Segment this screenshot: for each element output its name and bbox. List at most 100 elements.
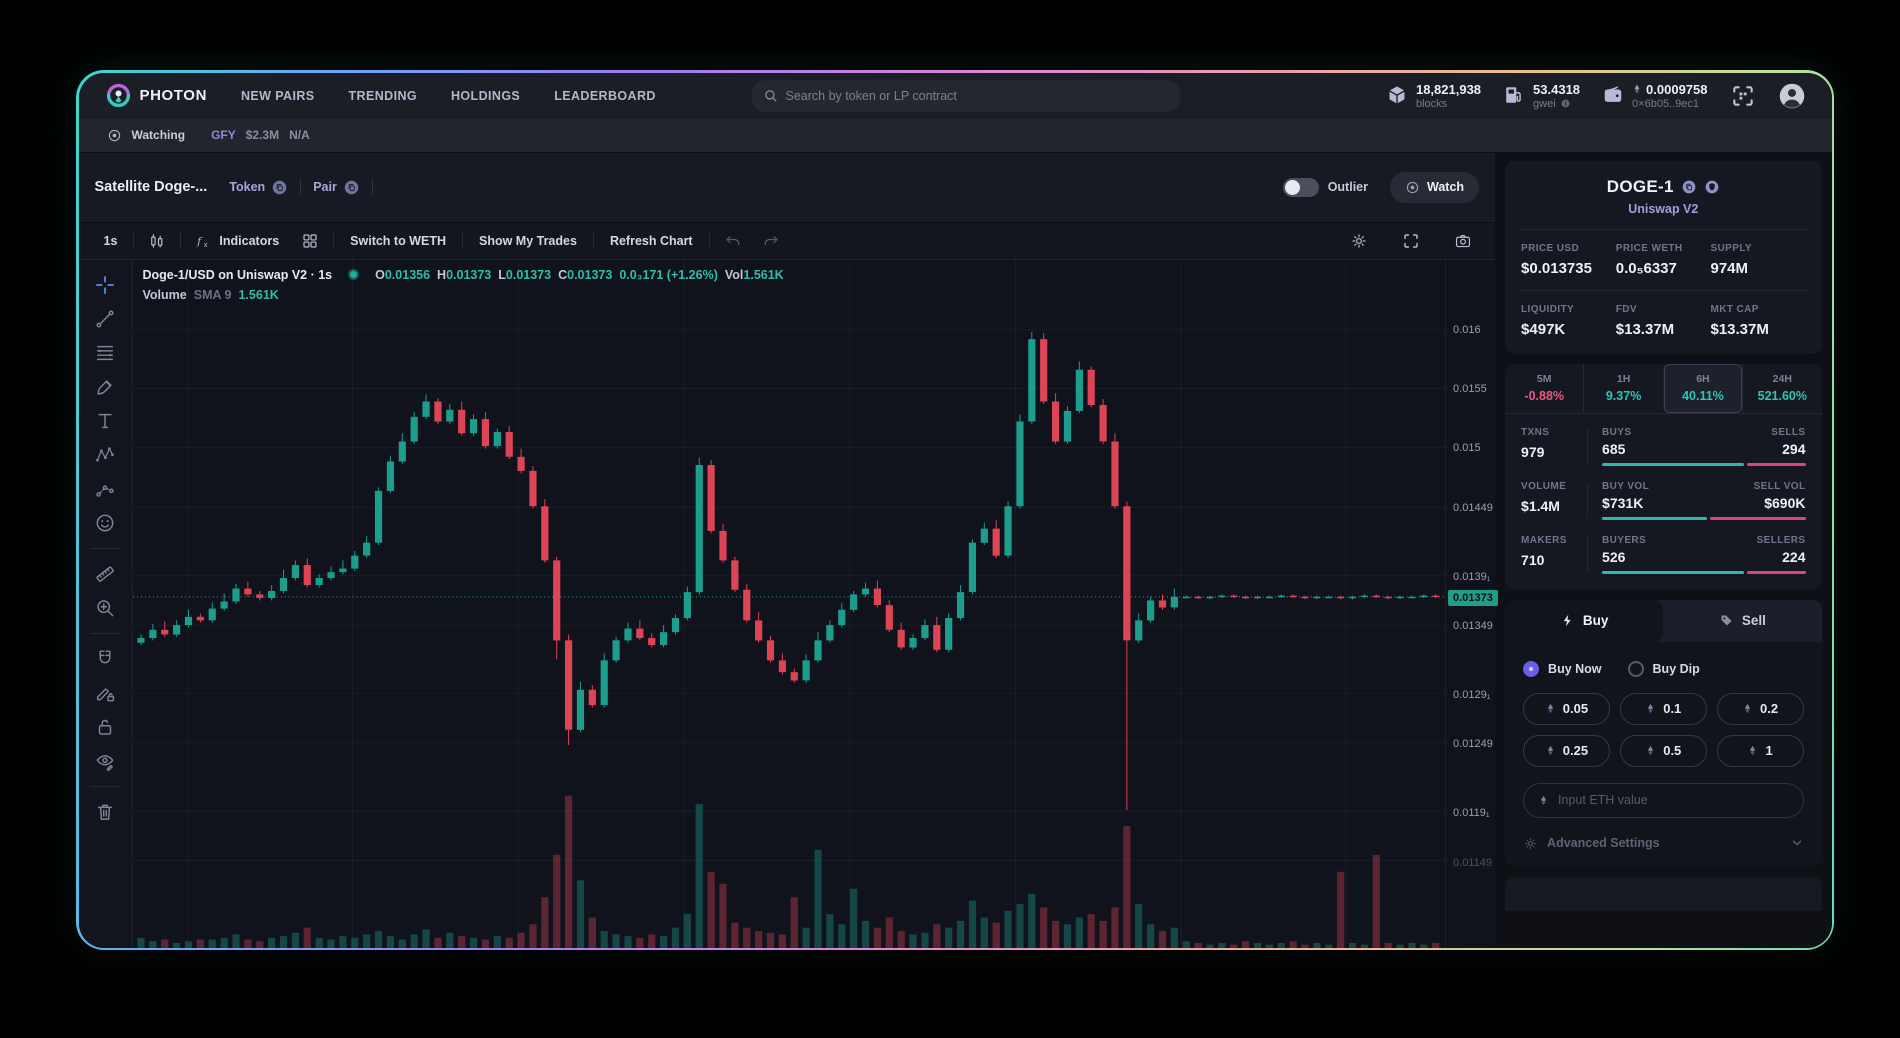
preset-eth-0.1[interactable]: 0.1 — [1619, 692, 1707, 725]
timeframe-5m[interactable]: 5M -0.88% — [1505, 364, 1583, 413]
camera-icon[interactable] — [1454, 232, 1472, 250]
emoji-icon[interactable] — [94, 512, 116, 534]
watchlist-token[interactable]: GFY — [211, 128, 236, 142]
brush-icon[interactable] — [94, 376, 116, 398]
stat-label: MKT CAP — [1710, 303, 1759, 315]
nav-link-holdings[interactable]: HOLDINGS — [451, 88, 521, 103]
zoom-in-icon[interactable] — [94, 597, 116, 619]
fib-lines-icon[interactable] — [94, 342, 116, 364]
nav-stat-gwei: 53.4318 gwei — [1503, 82, 1580, 110]
search-input[interactable] — [785, 88, 1169, 103]
trash-icon[interactable] — [94, 801, 116, 823]
switch-weth-button[interactable]: Switch to WETH — [350, 233, 446, 248]
eth-icon — [1538, 793, 1549, 808]
chart-panel: Satellite Doge-... Token Pair — [78, 152, 1498, 948]
watch-button[interactable]: Watch — [1390, 171, 1480, 203]
brand[interactable]: PHOTON — [105, 82, 208, 109]
radio-buy-dip[interactable]: Buy Dip — [1627, 660, 1700, 677]
watchlist-bar: Watching GFY $2.3M N/A — [78, 118, 1832, 153]
copy-icon[interactable] — [1681, 179, 1697, 195]
stat-value: 974M — [1710, 259, 1749, 277]
row-value: $1.4M — [1521, 497, 1560, 514]
stat-supply: SUPPLY 974M — [1710, 243, 1805, 277]
eth-icon — [1645, 701, 1656, 716]
ruler-icon[interactable] — [94, 563, 116, 585]
nav-stat-value: 0.0009758 — [1632, 82, 1708, 97]
magnet-icon[interactable] — [94, 648, 116, 670]
buy-side-label: BUYS — [1602, 426, 1632, 438]
lock-icon[interactable] — [94, 716, 116, 738]
divider — [300, 179, 302, 195]
copy-icon[interactable] — [343, 179, 360, 196]
preset-eth-1[interactable]: 1 — [1716, 734, 1804, 767]
qr-scan-icon[interactable] — [1730, 83, 1756, 109]
txn-row-makers: MAKERS 710 BUYERS SELLERS 526 224 — [1505, 522, 1821, 576]
sell-side-value: $690K — [1764, 494, 1806, 511]
forecast-icon[interactable] — [94, 478, 116, 500]
buy-sell-ratio-bar — [1602, 462, 1806, 466]
trendline-icon[interactable] — [94, 308, 116, 330]
search-bar[interactable] — [750, 79, 1181, 112]
draw-lock-icon[interactable] — [94, 682, 116, 704]
copy-icon[interactable] — [271, 179, 288, 196]
avatar[interactable] — [1778, 82, 1806, 110]
token-link[interactable]: Token — [229, 179, 288, 196]
indicators-button[interactable]: Indicators — [219, 233, 280, 248]
refresh-chart-button[interactable]: Refresh Chart — [609, 233, 693, 248]
nav-link-leaderboard[interactable]: LEADERBOARD — [554, 88, 656, 103]
toggle-track[interactable] — [1282, 177, 1319, 197]
preset-eth-0.5[interactable]: 0.5 — [1619, 734, 1707, 767]
advanced-settings[interactable]: Advanced Settings — [1505, 818, 1821, 867]
pair-link[interactable]: Pair — [313, 179, 360, 196]
tf-label: 24H — [1772, 372, 1792, 385]
nav-link-trending[interactable]: TRENDING — [348, 88, 417, 103]
pair-title: Satellite Doge-... — [94, 179, 208, 195]
preset-eth-0.2[interactable]: 0.2 — [1716, 692, 1804, 725]
fullscreen-icon[interactable] — [1402, 232, 1420, 250]
timeframe-6h[interactable]: 6H 40.11% — [1662, 363, 1743, 413]
hide-drawings-icon[interactable] — [94, 750, 116, 772]
price-axis[interactable]: 0.016 0.0155 0.015 0.01449 0.0139₁ 0.01349 0.0… — [1445, 259, 1498, 948]
text-tool-icon[interactable] — [94, 410, 116, 432]
eth-amount-input-wrap[interactable] — [1523, 782, 1804, 818]
sell-side-value: 294 — [1782, 440, 1806, 457]
divider — [1587, 536, 1589, 572]
row-value: 979 — [1521, 443, 1545, 460]
price-tick: 0.016 — [1453, 323, 1481, 336]
divider — [90, 632, 120, 634]
chart-canvas[interactable]: Doge-1/USD on Uniswap V2 · 1s O0.01356 H… — [132, 259, 1446, 948]
show-trades-button[interactable]: Show My Trades — [478, 233, 577, 248]
watchlist-extra: N/A — [289, 128, 310, 142]
timeframe-24h[interactable]: 24H 521.60% — [1742, 363, 1821, 413]
tab-buy[interactable]: Buy — [1505, 599, 1664, 642]
crosshair-icon[interactable] — [94, 274, 116, 296]
nav-link-new-pairs[interactable]: NEW PAIRS — [241, 88, 315, 103]
buy-side-label: BUY VOL — [1602, 480, 1650, 492]
radio-buy-now[interactable]: Buy Now — [1523, 660, 1602, 677]
stat-label: FDV — [1615, 303, 1637, 315]
preset-label: 0.1 — [1663, 701, 1682, 716]
outlier-toggle[interactable]: Outlier — [1282, 177, 1368, 197]
preset-eth-0.05[interactable]: 0.05 — [1523, 692, 1610, 725]
stat-value: $497K — [1521, 320, 1566, 338]
tab-sell[interactable]: Sell — [1663, 600, 1821, 642]
shield-icon[interactable] — [1704, 179, 1720, 195]
preset-eth-0.25[interactable]: 0.25 — [1523, 734, 1610, 767]
timeframe-button[interactable]: 1s — [103, 233, 118, 248]
xabcd-pattern-icon[interactable] — [94, 444, 116, 466]
sell-side-label: SELLERS — [1756, 534, 1806, 546]
watching-label: Watching — [131, 128, 186, 142]
timeframe-1h[interactable]: 1H 9.37% — [1583, 363, 1662, 413]
undo-icon[interactable] — [724, 232, 742, 250]
divider — [133, 232, 135, 249]
eth-amount-input[interactable] — [1558, 793, 1789, 807]
settings-gear-icon[interactable] — [1350, 232, 1368, 250]
tf-label: 5M — [1536, 372, 1552, 385]
dex-name: Uniswap V2 — [1628, 201, 1699, 216]
redo-icon[interactable] — [762, 232, 780, 250]
price-tick: 0.01449 — [1453, 501, 1493, 514]
grid4-icon[interactable] — [301, 232, 319, 250]
current-price-badge: 0.01373 — [1448, 589, 1498, 606]
candles-icon[interactable] — [148, 232, 166, 250]
